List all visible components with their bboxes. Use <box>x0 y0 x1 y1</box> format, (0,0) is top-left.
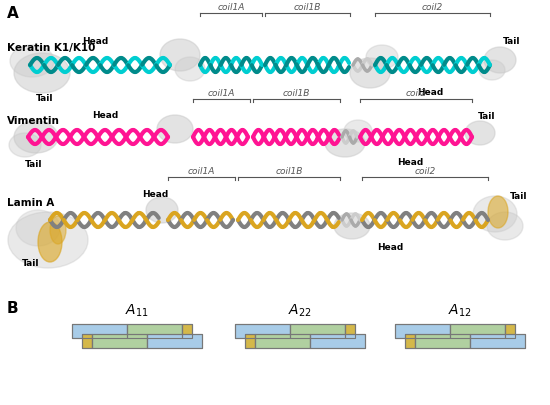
Bar <box>147 334 202 348</box>
Bar <box>255 334 310 348</box>
Bar <box>182 324 192 338</box>
Bar <box>415 334 470 348</box>
Text: coil2: coil2 <box>414 167 436 176</box>
Bar <box>450 324 505 338</box>
Bar <box>255 334 310 348</box>
Bar <box>147 334 202 348</box>
Text: Tail: Tail <box>36 94 54 103</box>
Ellipse shape <box>146 198 178 224</box>
Bar <box>345 324 355 338</box>
Ellipse shape <box>50 216 66 244</box>
Bar <box>505 324 515 338</box>
Ellipse shape <box>38 222 62 262</box>
Text: Head: Head <box>142 190 168 198</box>
Ellipse shape <box>350 59 390 89</box>
Bar <box>470 334 525 348</box>
Ellipse shape <box>334 213 370 239</box>
Bar <box>127 324 182 336</box>
Ellipse shape <box>488 196 508 228</box>
Bar <box>310 334 365 348</box>
Ellipse shape <box>14 54 70 94</box>
Bar <box>235 324 290 338</box>
Ellipse shape <box>473 196 517 232</box>
Ellipse shape <box>487 213 523 241</box>
Bar <box>245 334 255 348</box>
Bar <box>92 334 147 348</box>
Bar <box>182 324 192 338</box>
Text: coil1A: coil1A <box>208 89 235 98</box>
Ellipse shape <box>157 116 193 144</box>
Text: coil2: coil2 <box>422 4 443 13</box>
Bar <box>470 334 525 348</box>
Bar <box>415 334 470 348</box>
Text: Tail: Tail <box>510 192 527 200</box>
Bar <box>245 334 255 348</box>
Text: Head: Head <box>82 37 108 46</box>
Text: Head: Head <box>397 158 423 166</box>
Bar <box>92 334 147 348</box>
Bar <box>450 324 505 338</box>
Ellipse shape <box>175 58 205 82</box>
Ellipse shape <box>325 130 365 158</box>
Text: coil1B: coil1B <box>294 4 321 13</box>
Text: $A_{22}$: $A_{22}$ <box>288 302 312 318</box>
Ellipse shape <box>479 61 505 81</box>
Text: Lamin A: Lamin A <box>7 198 54 207</box>
Ellipse shape <box>484 48 516 74</box>
Bar <box>82 334 92 348</box>
Ellipse shape <box>160 40 200 72</box>
Bar <box>82 334 92 348</box>
Text: Tail: Tail <box>503 37 520 46</box>
Text: Head: Head <box>417 88 443 97</box>
Text: B: B <box>7 300 19 315</box>
Bar <box>450 324 505 336</box>
Text: coil1B: coil1B <box>276 167 303 176</box>
Text: Head: Head <box>377 243 403 252</box>
Bar <box>395 324 450 338</box>
Bar <box>127 324 182 338</box>
Text: A: A <box>7 6 19 21</box>
Text: Keratin K1/K10: Keratin K1/K10 <box>7 43 95 53</box>
Bar <box>345 324 355 338</box>
Text: $A_{11}$: $A_{11}$ <box>125 302 149 318</box>
Bar <box>310 334 365 348</box>
Bar <box>290 324 345 336</box>
Bar <box>235 324 290 338</box>
Text: coil1B: coil1B <box>283 89 310 98</box>
Text: Head: Head <box>92 111 118 120</box>
Text: Tail: Tail <box>478 112 496 121</box>
Bar <box>505 324 515 338</box>
Ellipse shape <box>14 122 58 153</box>
Bar <box>127 324 182 338</box>
Ellipse shape <box>366 46 398 70</box>
Bar <box>72 324 127 338</box>
Text: Tail: Tail <box>22 258 40 267</box>
Bar <box>290 324 345 338</box>
Ellipse shape <box>8 213 88 269</box>
Bar <box>405 334 415 348</box>
Bar <box>290 324 345 338</box>
Text: coil1A: coil1A <box>217 4 245 13</box>
Text: Vimentin: Vimentin <box>7 116 60 126</box>
Bar <box>72 324 127 338</box>
Text: coil1A: coil1A <box>188 167 215 176</box>
Ellipse shape <box>465 122 495 146</box>
Ellipse shape <box>10 46 54 78</box>
Bar <box>405 334 415 348</box>
Ellipse shape <box>9 134 41 158</box>
Text: Tail: Tail <box>25 160 42 168</box>
Ellipse shape <box>344 121 372 143</box>
Ellipse shape <box>16 211 60 246</box>
Text: coil2: coil2 <box>405 89 427 98</box>
Bar <box>395 324 450 338</box>
Text: $A_{12}$: $A_{12}$ <box>448 302 472 318</box>
